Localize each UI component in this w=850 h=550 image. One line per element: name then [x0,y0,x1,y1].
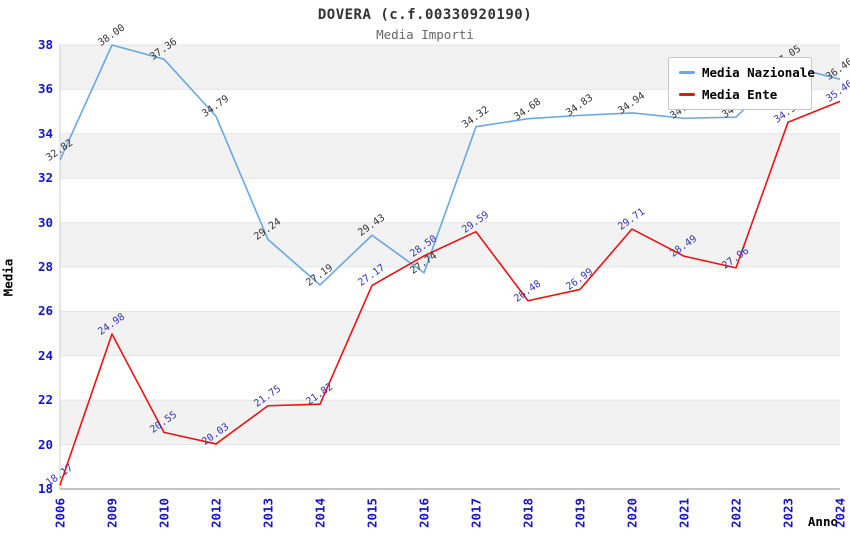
chart-title: DOVERA (c.f.00330920190) [317,7,533,23]
legend-line-swatch-ente-icon [679,93,695,96]
chart-subtitle: Media Importi [376,27,474,42]
legend-item-media-nazionale[interactable]: Media Nazionale [679,65,815,80]
legend-item-media-ente[interactable]: Media Ente [679,87,801,102]
legend-label-nazionale: Media Nazionale [702,65,815,80]
series-line-media-nazionale[interactable] [59,44,841,286]
legend-label-ente: Media Ente [702,87,778,102]
legend: Media Nazionale Media Ente [668,57,815,110]
series-line-media-ente[interactable] [59,100,841,486]
legend-line-swatch-nazionale-icon [679,71,695,74]
